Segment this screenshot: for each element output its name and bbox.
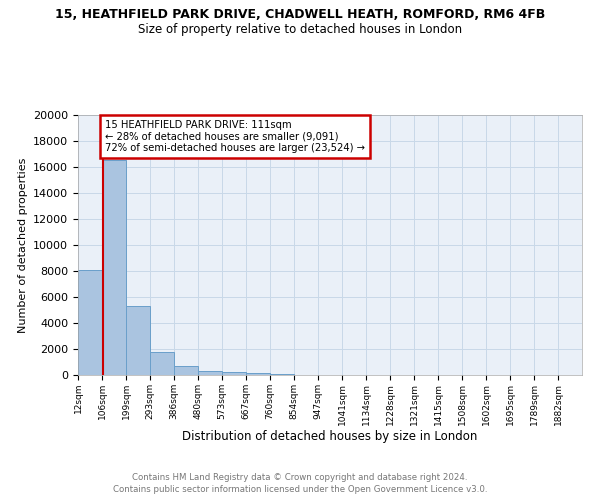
Y-axis label: Number of detached properties: Number of detached properties — [17, 158, 28, 332]
Bar — [78, 270, 102, 375]
Bar — [150, 352, 174, 375]
Text: Contains HM Land Registry data © Crown copyright and database right 2024.: Contains HM Land Registry data © Crown c… — [132, 472, 468, 482]
Bar — [246, 373, 270, 375]
Bar — [198, 371, 222, 375]
Bar — [222, 372, 246, 375]
Text: Size of property relative to detached houses in London: Size of property relative to detached ho… — [138, 22, 462, 36]
Bar — [102, 160, 126, 375]
Text: 15 HEATHFIELD PARK DRIVE: 111sqm
← 28% of detached houses are smaller (9,091)
72: 15 HEATHFIELD PARK DRIVE: 111sqm ← 28% o… — [106, 120, 365, 154]
Bar — [270, 374, 294, 375]
Bar — [126, 306, 150, 375]
Text: Contains public sector information licensed under the Open Government Licence v3: Contains public sector information licen… — [113, 485, 487, 494]
Bar — [174, 366, 198, 375]
X-axis label: Distribution of detached houses by size in London: Distribution of detached houses by size … — [182, 430, 478, 444]
Text: 15, HEATHFIELD PARK DRIVE, CHADWELL HEATH, ROMFORD, RM6 4FB: 15, HEATHFIELD PARK DRIVE, CHADWELL HEAT… — [55, 8, 545, 20]
